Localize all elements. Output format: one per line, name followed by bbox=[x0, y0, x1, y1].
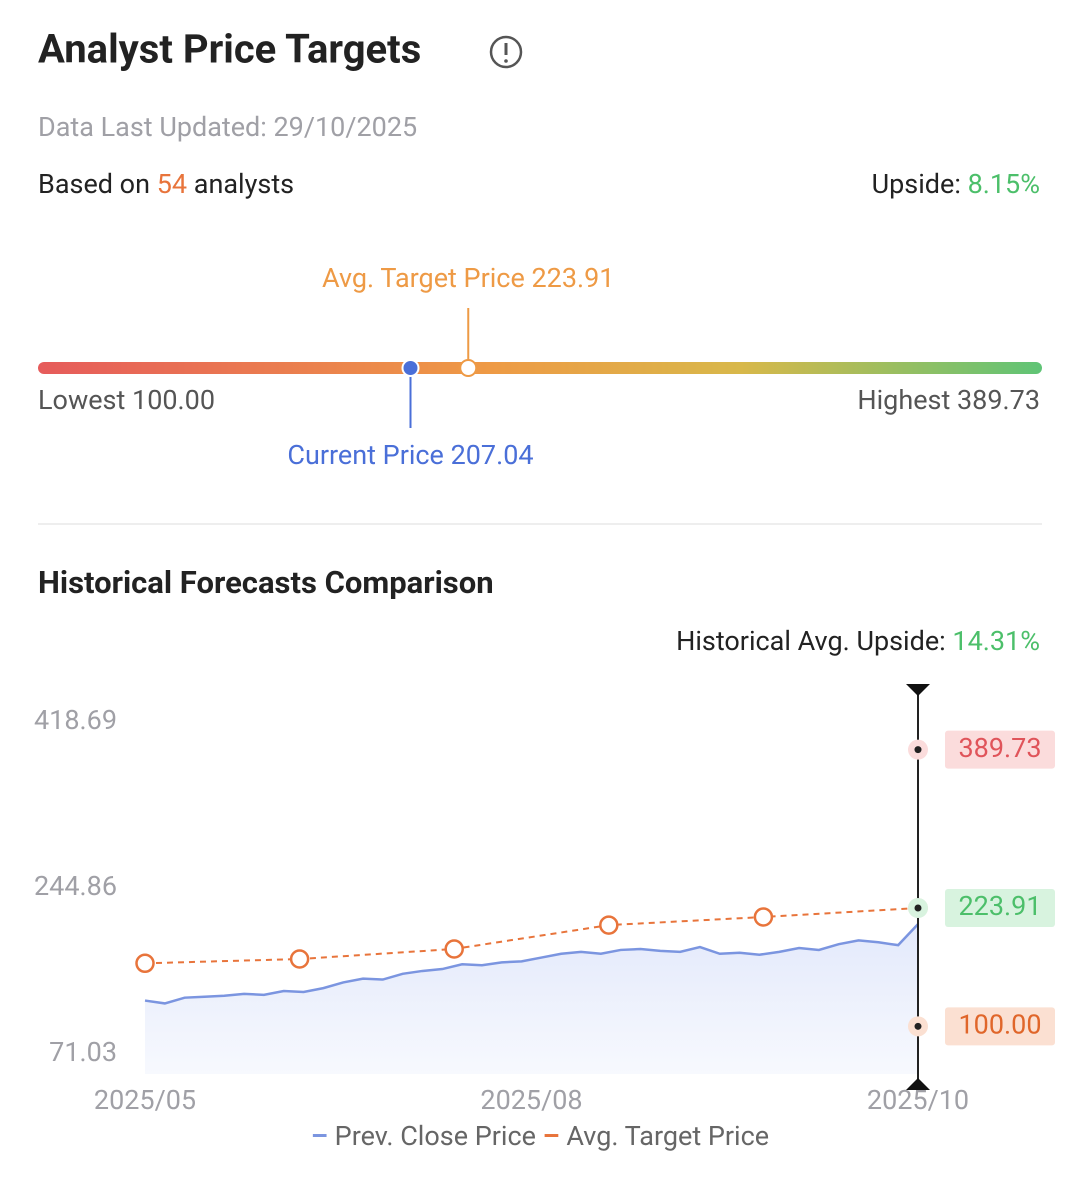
marker-label: 223.91 bbox=[959, 890, 1042, 922]
gauge-bar bbox=[38, 362, 1042, 374]
highest-name: Highest bbox=[857, 384, 950, 416]
hist-upside-label: Historical Avg. Upside: bbox=[676, 625, 946, 657]
section-title: Historical Forecasts Comparison bbox=[38, 564, 494, 601]
target-point bbox=[444, 939, 464, 959]
current-text: Current Price 207.04 bbox=[287, 439, 533, 471]
based-prefix: Based on bbox=[38, 168, 150, 200]
avg-text: Avg. Target Price 223.91 bbox=[322, 262, 614, 294]
target-point bbox=[135, 953, 155, 974]
marker-dot bbox=[914, 904, 922, 912]
marker-label: 100.00 bbox=[959, 1008, 1042, 1040]
crosshair-top bbox=[906, 684, 930, 696]
area bbox=[145, 924, 918, 1074]
marker-box bbox=[945, 889, 1055, 928]
avg-name: Avg. Target Price bbox=[322, 262, 525, 294]
hist-upside: Historical Avg. Upside: 14.31% bbox=[676, 625, 1040, 657]
based-suffix: analysts bbox=[194, 168, 294, 200]
lowest-name: Lowest bbox=[38, 384, 125, 416]
upside: Upside: 8.15% bbox=[872, 168, 1040, 200]
upside-label: Upside: bbox=[872, 168, 961, 200]
title: Analyst Price Targets bbox=[38, 26, 421, 73]
analysts: 54 bbox=[157, 168, 187, 200]
highest-value: 389.73 bbox=[957, 384, 1040, 416]
crosshair-bottom bbox=[906, 1078, 930, 1090]
marker-box bbox=[945, 1007, 1055, 1046]
target-point bbox=[599, 915, 619, 935]
legend-label: Prev. Close Price bbox=[335, 1120, 536, 1152]
target-line bbox=[144, 907, 919, 965]
target-point bbox=[289, 949, 310, 969]
y-tick-label: 71.03 bbox=[49, 1036, 117, 1068]
gauge-lowest: Lowest 100.00 bbox=[38, 384, 215, 416]
y-tick-label: 418.69 bbox=[34, 704, 117, 736]
based: Based on 54 analysts bbox=[38, 168, 294, 200]
info-icon[interactable] bbox=[489, 35, 523, 69]
legend: – Prev. Close Price – Avg. Target Price bbox=[311, 1120, 769, 1152]
current-name: Current Price bbox=[287, 439, 443, 471]
marker-box bbox=[945, 730, 1055, 769]
avg-value: 223.91 bbox=[531, 262, 614, 294]
marker-dot bbox=[914, 1022, 922, 1030]
marker-dot bbox=[914, 746, 922, 754]
hist-upside-value: 14.31% bbox=[952, 625, 1040, 657]
x-tick-label: 2025/08 bbox=[480, 1084, 582, 1116]
price-line bbox=[144, 923, 919, 1005]
avg-marker bbox=[459, 359, 478, 377]
updated: Data Last Updated: 29/10/2025 bbox=[38, 111, 417, 143]
current-marker bbox=[401, 359, 420, 377]
y-tick-label: 244.86 bbox=[34, 870, 117, 902]
legend-label: Avg. Target Price bbox=[566, 1120, 769, 1152]
current-value: 207.04 bbox=[451, 439, 534, 471]
legend-swatch: – bbox=[311, 1120, 335, 1152]
legend-swatch: – bbox=[543, 1120, 567, 1152]
lowest-value: 100.00 bbox=[132, 384, 215, 416]
gauge-highest: Highest 389.73 bbox=[857, 384, 1040, 416]
marker-label: 389.73 bbox=[959, 732, 1042, 764]
x-tick-label: 2025/05 bbox=[94, 1084, 196, 1116]
target-point bbox=[753, 907, 774, 927]
upside-value: 8.15% bbox=[968, 168, 1040, 200]
